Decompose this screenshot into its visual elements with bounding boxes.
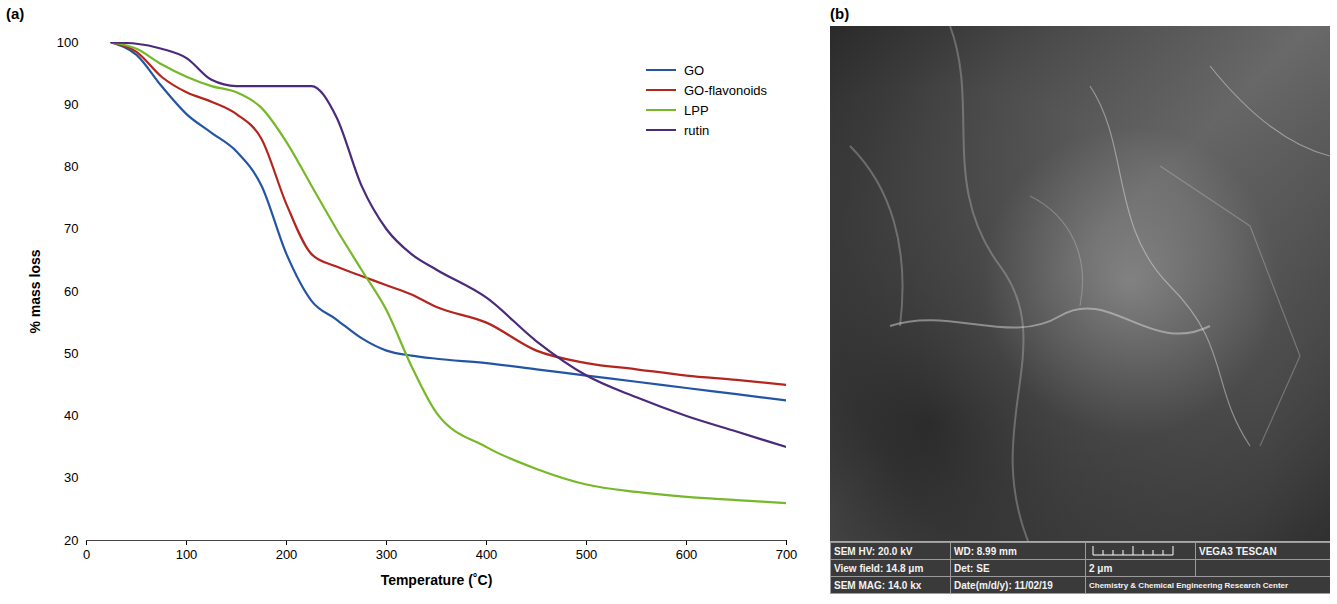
svg-text:60: 60 xyxy=(64,284,78,299)
html-text:rutin: rutin xyxy=(684,122,710,138)
svg-text:500: 500 xyxy=(576,547,598,562)
html-text:LPP: LPP xyxy=(684,102,709,118)
html-text:GO: GO xyxy=(684,62,705,78)
html-text:GO-flavonoids: GO-flavonoids xyxy=(684,82,768,98)
html-text:VEGA3 TESCAN: VEGA3 TESCAN xyxy=(1199,545,1277,557)
html-text:Det: SE: Det: SE xyxy=(954,562,990,574)
html-text:Date(m/d/y): 11/02/19: Date(m/d/y): 11/02/19 xyxy=(954,579,1053,591)
svg-text:% mass loss: % mass loss xyxy=(27,249,43,333)
svg-text:300: 300 xyxy=(376,547,398,562)
svg-text:600: 600 xyxy=(676,547,698,562)
svg-text:30: 30 xyxy=(64,470,78,485)
svg-text:700: 700 xyxy=(776,547,798,562)
svg-text:20: 20 xyxy=(64,533,78,548)
html-text:Chemistry & Chemical Engineeri: Chemistry & Chemical Engineering Researc… xyxy=(1089,580,1289,590)
svg-text:Temperature (˚C): Temperature (˚C) xyxy=(381,572,493,588)
svg-text:400: 400 xyxy=(476,547,498,562)
html-text:View field: 14.8 μm: View field: 14.8 μm xyxy=(834,562,924,574)
svg-text:100: 100 xyxy=(176,547,198,562)
svg-text:70: 70 xyxy=(64,221,78,236)
svg-text:90: 90 xyxy=(64,97,78,112)
html-text:(a): (a) xyxy=(6,5,25,22)
svg-text:200: 200 xyxy=(276,547,298,562)
svg-text:50: 50 xyxy=(64,346,78,361)
svg-text:100: 100 xyxy=(57,35,79,50)
html-text:(b): (b) xyxy=(830,5,850,22)
html-text:2 μm: 2 μm xyxy=(1089,562,1113,574)
html-text:SEM HV: 20.0 kV: SEM HV: 20.0 kV xyxy=(834,545,913,557)
svg-text:40: 40 xyxy=(64,408,78,423)
svg-text:0: 0 xyxy=(83,547,90,562)
svg-text:80: 80 xyxy=(64,159,78,174)
html-text:WD: 8.99 mm: WD: 8.99 mm xyxy=(954,545,1017,557)
html-text:SEM MAG: 14.0 kx: SEM MAG: 14.0 kx xyxy=(834,579,922,591)
